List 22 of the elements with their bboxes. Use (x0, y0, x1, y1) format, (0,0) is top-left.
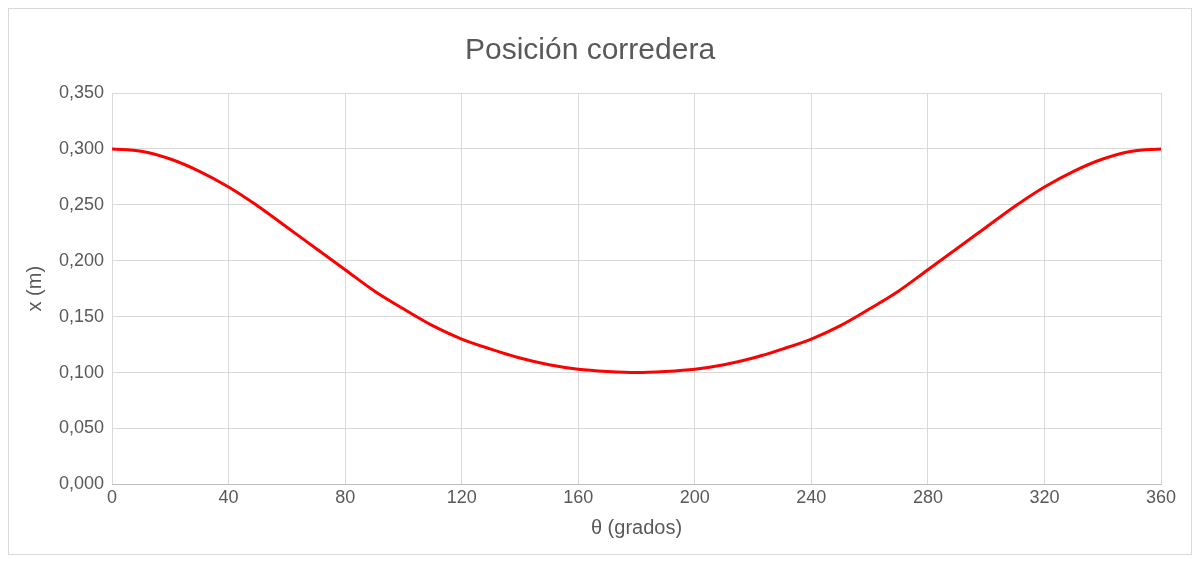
chart-title: Posición corredera (464, 32, 716, 66)
x-tick-label: 160 (563, 487, 594, 508)
x-tick-label: 120 (446, 487, 477, 508)
x-tick-label: 240 (796, 487, 827, 508)
x-tick-label: 200 (679, 487, 710, 508)
y-tick-label: 0,150 (59, 305, 105, 326)
y-tick-label: 0,000 (59, 473, 105, 494)
y-tick-label: 0,050 (59, 417, 105, 438)
y-tick-label: 0,250 (59, 193, 105, 214)
x-tick-label: 40 (218, 487, 239, 508)
x-tick-label: 280 (912, 487, 943, 508)
y-tick-label: 0,100 (59, 361, 105, 382)
y-tick-label: 0,300 (59, 137, 105, 158)
x-tick-label: 360 (1145, 487, 1177, 508)
x-tick-label: 0 (107, 487, 118, 508)
x-tick-label: 80 (335, 487, 356, 508)
y-axis-title: x (m) (22, 265, 45, 312)
x-axis-title: θ (grados) (590, 515, 683, 538)
y-tick-label: 0,350 (59, 81, 105, 102)
x-tick-label: 320 (1029, 487, 1060, 508)
line-series (112, 147, 1161, 375)
y-tick-label: 0,200 (59, 249, 105, 270)
